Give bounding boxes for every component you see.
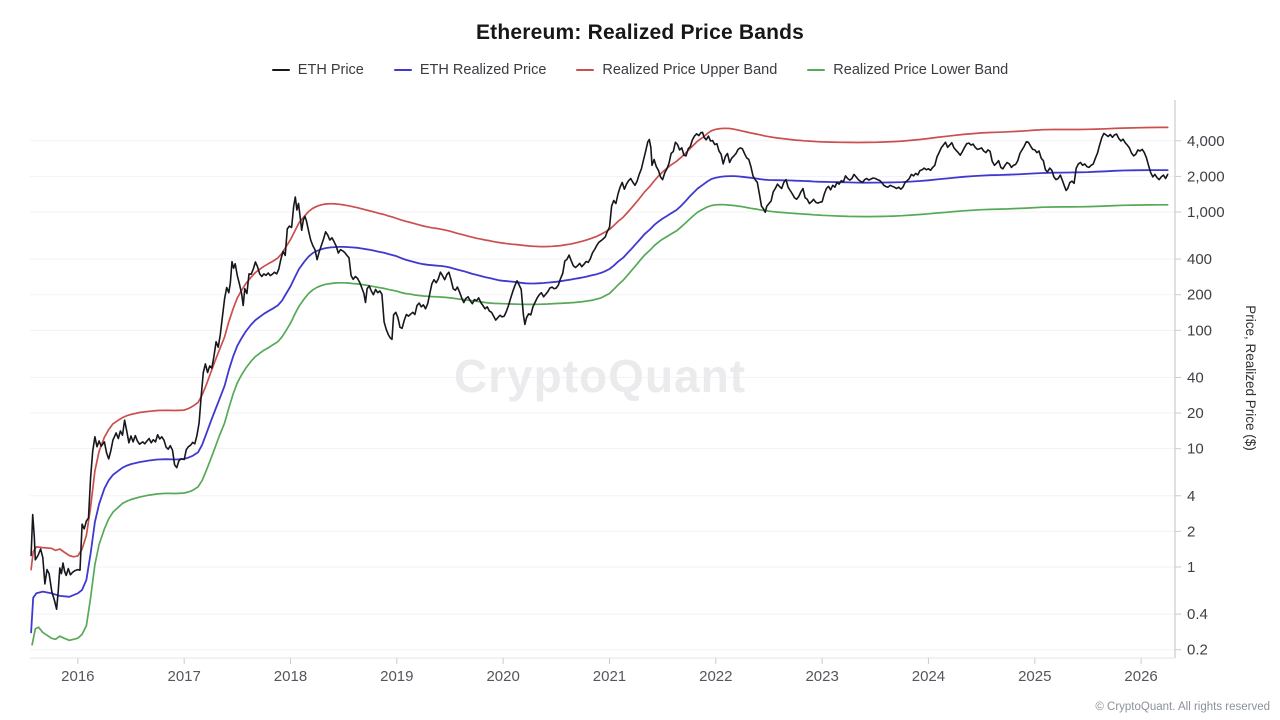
- page-title: Ethereum: Realized Price Bands: [475, 21, 805, 44]
- y-tick-label: 40: [1187, 369, 1204, 386]
- y-tick-label: 0.4: [1187, 606, 1208, 623]
- x-tick-label: 2019: [380, 668, 413, 685]
- x-tick-label: 2022: [699, 668, 732, 685]
- y-tick-label: 1,000: [1187, 204, 1225, 221]
- y-tick-label: 0.2: [1187, 642, 1208, 659]
- y-tick-label: 4: [1187, 488, 1195, 505]
- legend-label-realized-price-lower-band: Realized Price Lower Band: [833, 62, 1009, 78]
- legend-swatch-realized-price-lower-band: [807, 68, 826, 72]
- x-tick-label: 2021: [593, 668, 626, 685]
- y-tick-label: 10: [1187, 441, 1204, 458]
- x-tick-label: 2016: [61, 668, 94, 685]
- legend-swatch-eth-price: [271, 68, 290, 72]
- legend-swatch-realized-price-upper-band: [576, 68, 595, 72]
- series-eth-realized-price: [30, 169, 1169, 634]
- watermark: CryptoQuant: [454, 350, 746, 402]
- legend-item-realized-price-upper-band[interactable]: Realized Price Upper Band: [576, 62, 777, 78]
- y-axis-title: Price, Realized Price ($): [1243, 305, 1258, 451]
- legend-label-eth-price: ETH Price: [297, 62, 364, 78]
- y-tick-label: 2: [1187, 523, 1195, 540]
- legend-swatch-eth-realized-price: [393, 68, 412, 72]
- x-tick-label: 2018: [274, 668, 307, 685]
- x-tick-label: 2023: [805, 668, 838, 685]
- y-tick-label: 2,000: [1187, 168, 1225, 185]
- legend-item-eth-realized-price[interactable]: ETH Realized Price: [393, 62, 547, 78]
- x-tick-label: 2020: [486, 668, 519, 685]
- series-realized-price-lower-band: [31, 203, 1169, 646]
- legend-item-eth-price[interactable]: ETH Price: [271, 62, 364, 78]
- y-tick-label: 100: [1187, 322, 1212, 339]
- chart-legend: ETH Price ETH Realized Price Realized Pric…: [0, 62, 1280, 78]
- copyright-notice: © CryptoQuant. All rights reserved: [1095, 701, 1270, 713]
- y-tick-label: 400: [1187, 251, 1212, 268]
- y-tick-label: 20: [1187, 405, 1204, 422]
- legend-label-eth-realized-price: ETH Realized Price: [419, 62, 547, 78]
- series-eth-price: [30, 131, 1169, 610]
- x-tick-label: 2025: [1018, 668, 1051, 685]
- y-tick-label: 1: [1187, 559, 1195, 576]
- legend-item-realized-price-lower-band[interactable]: Realized Price Lower Band: [807, 62, 1008, 78]
- legend-label-realized-price-upper-band: Realized Price Upper Band: [602, 62, 778, 78]
- y-tick-label: 200: [1187, 287, 1212, 304]
- x-tick-label: 2026: [1124, 668, 1157, 685]
- series-realized-price-upper-band: [30, 126, 1169, 571]
- x-tick-label: 2024: [912, 668, 945, 685]
- x-tick-label: 2017: [167, 668, 200, 685]
- y-tick-label: 4,000: [1187, 133, 1225, 150]
